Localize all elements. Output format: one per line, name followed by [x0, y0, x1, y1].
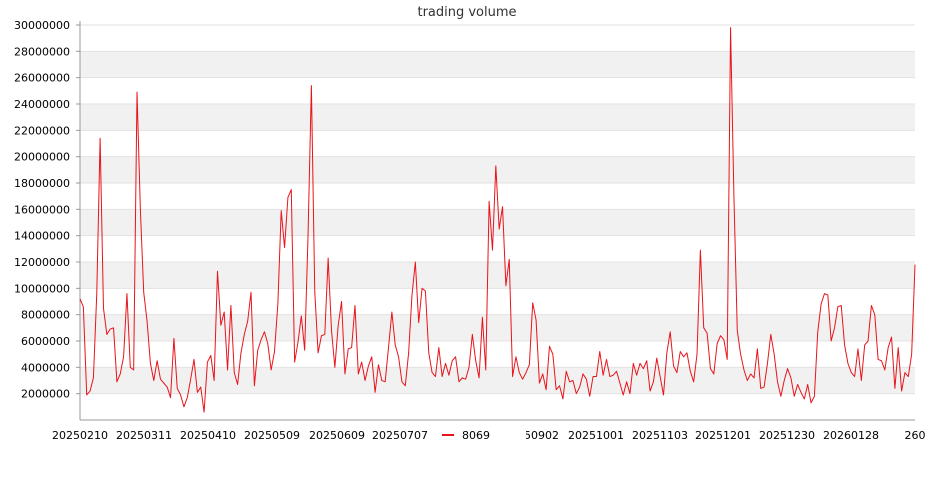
x-tick-label: 20251103: [632, 429, 688, 442]
legend-label: 8069: [462, 429, 490, 442]
y-tick-label: 30000000: [14, 19, 70, 32]
y-tick-label: 18000000: [14, 177, 70, 190]
series-layer: [79, 27, 916, 413]
y-tick-label: 6000000: [21, 335, 70, 348]
grid-band: [80, 156, 915, 183]
y-tick-label: 28000000: [14, 45, 70, 58]
x-tick-label: 20250311: [116, 429, 172, 442]
y-tick-label: 24000000: [14, 98, 70, 111]
chart-title: trading volume: [417, 5, 516, 20]
y-tick-label: 22000000: [14, 124, 70, 137]
y-tick-label: 16000000: [14, 203, 70, 216]
grid-bands: [80, 24, 915, 420]
grid-band: [80, 314, 915, 341]
x-axis: 20250210 20250311 20250410 20250509 20250609…: [52, 419, 926, 442]
x-tick-label: 260: [905, 429, 926, 442]
y-tick-label: 10000000: [14, 282, 70, 295]
y-tick-label: 12000000: [14, 256, 70, 269]
x-tick-label: 20251230: [759, 429, 815, 442]
x-tick-label: 20250210: [52, 429, 108, 442]
x-tick-label: 20250609: [309, 429, 365, 442]
y-tick-label: 14000000: [14, 230, 70, 243]
x-tick-label: 20250410: [180, 429, 236, 442]
x-tick-label: 20260128: [823, 429, 879, 442]
legend-background: [434, 426, 526, 444]
grid-band: [80, 209, 915, 236]
legend: 8069: [434, 426, 526, 444]
series-line-8069: [79, 27, 916, 413]
y-tick-label: 20000000: [14, 151, 70, 164]
x-tick-label: 20250509: [244, 429, 300, 442]
grid-band: [80, 262, 915, 289]
y-tick-label: 8000000: [21, 309, 70, 322]
y-tick-label: 4000000: [21, 361, 70, 374]
x-tick-label: 20250707: [372, 429, 428, 442]
y-tick-label: 26000000: [14, 72, 70, 85]
y-tick-label: 2000000: [21, 388, 70, 401]
y-axis: 2000000 4000000 6000000 8000000 10000000 1200…: [14, 19, 81, 420]
grid-band: [80, 104, 915, 131]
x-tick-label: 20251201: [695, 429, 751, 442]
grid-band: [80, 51, 915, 78]
x-tick-label: 20251001: [568, 429, 624, 442]
